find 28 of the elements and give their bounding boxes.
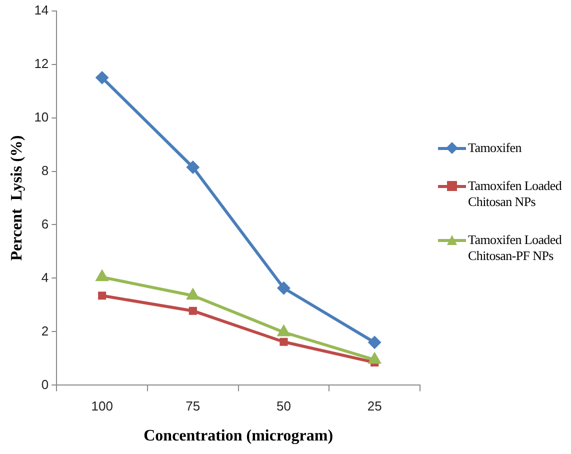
point <box>368 336 382 349</box>
point <box>280 338 288 346</box>
x-axis-title: Concentration (microgram) <box>144 428 334 445</box>
x-tick-label: 75 <box>186 398 200 414</box>
y-tick-label: 6 <box>41 216 49 232</box>
point <box>98 292 106 300</box>
y-tick-label: 2 <box>41 323 49 338</box>
y-tick-label: 0 <box>41 376 49 392</box>
point <box>277 324 290 336</box>
point <box>186 160 200 174</box>
y-tick-label: 12 <box>34 56 49 71</box>
x-tick-label: 50 <box>276 398 291 414</box>
x-tick-label: 25 <box>367 398 382 414</box>
y-tick-label: 10 <box>34 109 49 124</box>
legend-label: Tamoxifen <box>468 140 522 156</box>
y-tick-label: 14 <box>34 2 49 18</box>
y-tick-label: 4 <box>41 270 49 285</box>
y-tick-label: 8 <box>41 162 49 178</box>
legend-label: Tamoxifen Loaded Chitosan-PF NPs <box>468 232 563 264</box>
y-axis-title: Percent Lysis (%) <box>8 135 26 261</box>
point <box>96 71 109 84</box>
point <box>368 352 382 364</box>
point <box>277 282 290 295</box>
point <box>186 288 200 300</box>
point <box>96 270 109 282</box>
point <box>188 306 197 315</box>
x-tick-label: 100 <box>91 398 113 414</box>
legend-label: Tamoxifen Loaded Chitosan NPs <box>468 178 563 210</box>
